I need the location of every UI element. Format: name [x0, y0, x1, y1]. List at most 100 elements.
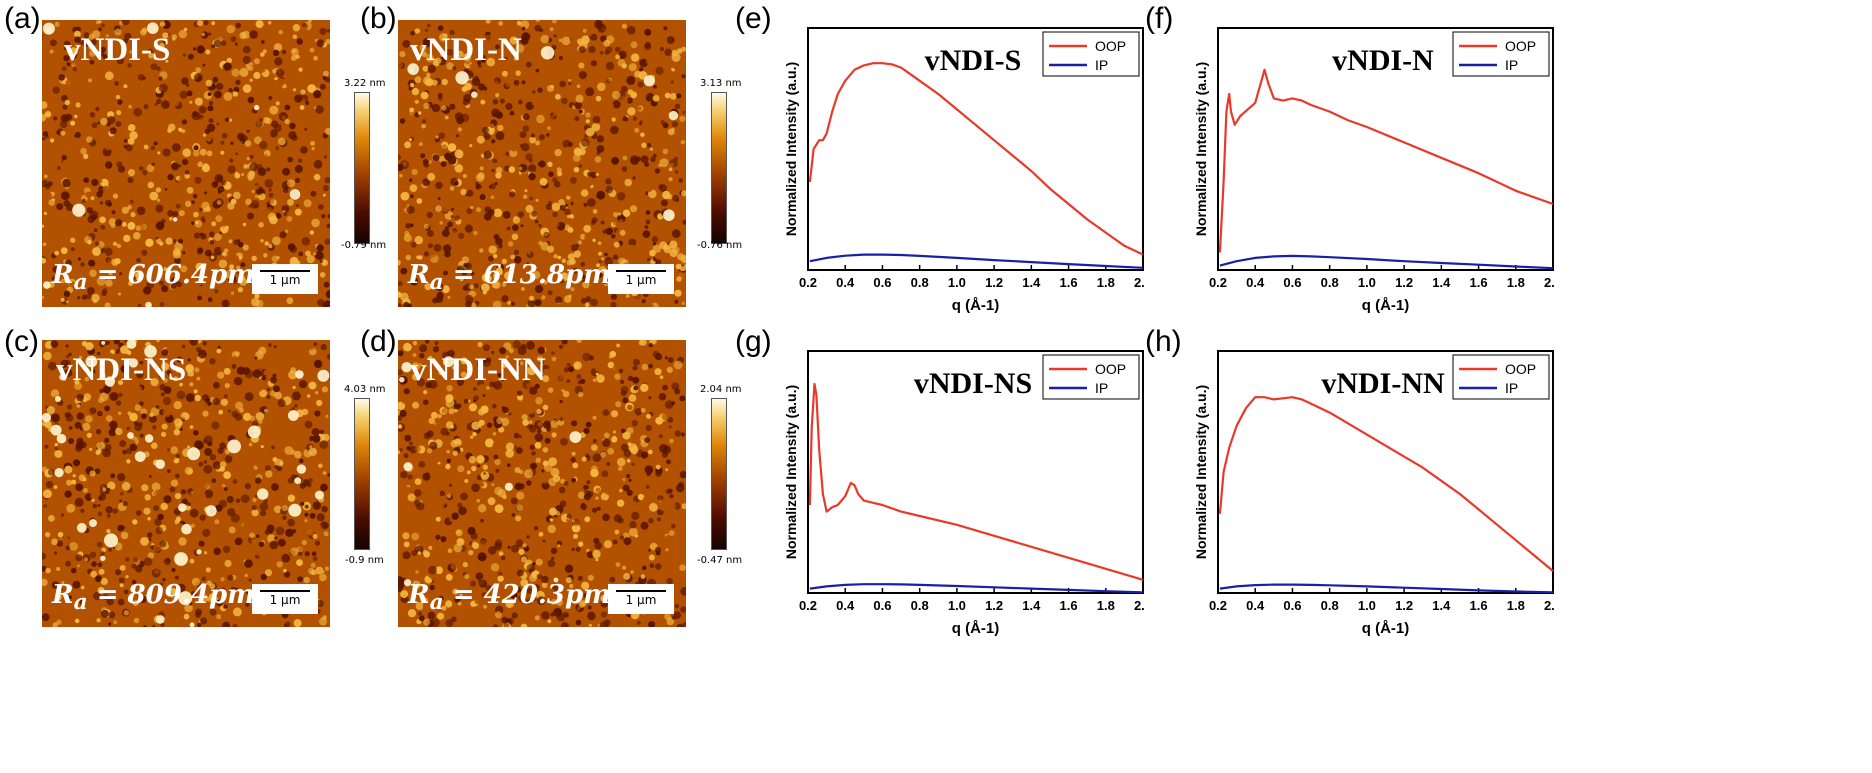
- afm-grain: [579, 432, 586, 438]
- afm-grain: [66, 354, 70, 359]
- afm-grain: [678, 178, 683, 183]
- afm-grain: [93, 228, 98, 233]
- afm-grain: [128, 453, 133, 458]
- afm-grain: [563, 367, 570, 373]
- series-line-ip: [809, 253, 1144, 269]
- afm-grain: [492, 273, 499, 279]
- afm-grain: [293, 343, 303, 352]
- afm-bright-feature: [55, 396, 61, 402]
- afm-grain: [439, 508, 444, 513]
- afm-grain: [189, 340, 199, 346]
- afm-grain: [591, 217, 598, 224]
- afm-grain: [229, 582, 235, 587]
- afm-grain: [141, 249, 148, 256]
- afm-grain: [222, 545, 231, 553]
- afm-grain: [98, 27, 103, 32]
- afm-grain: [154, 389, 161, 396]
- afm-grain: [479, 54, 486, 62]
- afm-grain: [520, 556, 528, 563]
- afm-grain: [96, 429, 102, 435]
- afm-grain: [520, 528, 524, 532]
- afm-grain: [515, 44, 525, 53]
- afm-grain: [45, 481, 54, 489]
- afm-grain: [481, 126, 489, 134]
- afm-grain: [85, 535, 91, 541]
- afm-grain: [508, 166, 516, 173]
- afm-grain: [231, 410, 239, 418]
- afm-grain: [427, 64, 436, 73]
- afm-grain: [570, 287, 575, 292]
- afm-grain: [222, 621, 231, 627]
- afm-grain: [595, 255, 600, 259]
- afm-grain: [509, 191, 516, 198]
- afm-grain: [304, 127, 308, 131]
- afm-grain: [419, 353, 425, 359]
- afm-grain: [515, 515, 522, 522]
- afm-grain: [136, 257, 142, 263]
- afm-grain: [405, 223, 411, 229]
- afm-grain: [673, 191, 677, 195]
- afm-grain: [454, 181, 459, 186]
- afm-grain: [159, 42, 165, 48]
- afm-grain: [676, 48, 683, 54]
- afm-grain: [315, 525, 324, 534]
- afm-grain: [42, 34, 50, 42]
- afm-grain: [57, 589, 62, 594]
- afm-grain: [125, 144, 133, 152]
- afm-grain: [414, 99, 419, 104]
- afm-grain: [566, 363, 571, 367]
- afm-grain: [426, 23, 431, 28]
- afm-grain: [272, 373, 277, 378]
- afm-grain: [49, 49, 54, 54]
- afm-grain: [174, 242, 183, 252]
- afm-grain: [605, 227, 613, 235]
- afm-grain: [76, 393, 84, 402]
- afm-grain: [404, 434, 412, 442]
- afm-grain: [169, 486, 176, 493]
- afm-grain: [182, 423, 189, 430]
- afm-grain: [444, 250, 451, 258]
- afm-grain: [575, 546, 581, 552]
- afm-bright-feature: [288, 410, 299, 421]
- afm-grain: [167, 128, 172, 133]
- afm-grain: [236, 265, 241, 270]
- afm-grain: [209, 358, 216, 365]
- afm-grain: [129, 131, 138, 140]
- afm-grain: [150, 145, 156, 151]
- afm-grain: [521, 287, 525, 291]
- afm-grain: [651, 236, 659, 243]
- afm-grain: [266, 387, 271, 392]
- afm-grain: [573, 198, 580, 206]
- afm-grain: [304, 519, 308, 523]
- afm-bright-feature: [101, 340, 106, 345]
- afm-grain: [541, 575, 549, 584]
- afm-grain: [89, 112, 96, 118]
- afm-grain: [325, 290, 330, 299]
- afm-grain: [95, 106, 100, 112]
- afm-grain: [613, 135, 619, 140]
- afm-grain: [79, 41, 83, 45]
- afm-grain: [171, 276, 179, 284]
- afm-grain: [530, 133, 535, 138]
- afm-grain: [211, 189, 216, 194]
- afm-grain: [437, 464, 442, 469]
- afm-grain: [423, 102, 430, 110]
- afm-bright-feature: [104, 376, 116, 387]
- afm-grain: [155, 204, 164, 213]
- afm-grain: [216, 20, 225, 29]
- afm-grain: [225, 225, 229, 230]
- afm-grain: [491, 350, 495, 355]
- afm-grain: [537, 346, 545, 355]
- afm-grain: [625, 294, 630, 298]
- afm-grain: [536, 596, 546, 606]
- afm-grain: [537, 87, 543, 93]
- afm-grain: [649, 249, 656, 257]
- afm-grain: [400, 590, 409, 599]
- afm-grain: [606, 462, 611, 466]
- afm-grain: [576, 340, 582, 343]
- afm-grain: [525, 153, 533, 161]
- afm-grain: [448, 408, 455, 415]
- afm-grain: [645, 219, 651, 225]
- afm-grain: [673, 360, 683, 370]
- afm-grain: [309, 397, 315, 403]
